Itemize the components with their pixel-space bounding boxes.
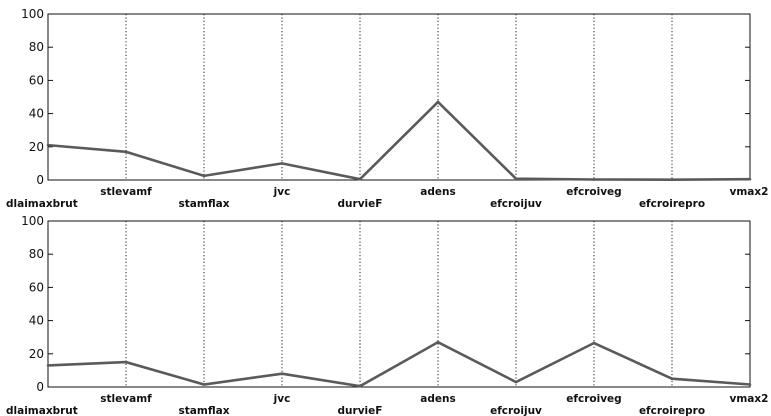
data-point-jvc bbox=[280, 162, 284, 165]
data-point-stlevamf bbox=[124, 360, 128, 364]
x-tick-label-efcroiveg: efcroiveg bbox=[566, 393, 621, 405]
data-point-efcroiveg bbox=[592, 341, 596, 345]
data-point-efcroijuv bbox=[514, 380, 518, 384]
x-tick-label-efcroijuv: efcroijuv bbox=[490, 405, 542, 416]
x-tick-label-jvc: jvc bbox=[273, 186, 291, 198]
chart-1: 0 20 40 60 80 100 dlaimaxbrut stlevamf stamflax j… bbox=[6, 7, 768, 210]
x-tick-label-efcroiveg: efcroiveg bbox=[566, 186, 621, 198]
x-tick-label-durvieF: durvieF bbox=[338, 198, 383, 210]
y-tick-label: 40 bbox=[29, 314, 44, 328]
x-tick-label-stamflax: stamflax bbox=[179, 405, 230, 416]
x-tick-label-efcroirepro: efcroirepro bbox=[639, 405, 705, 416]
data-point-dlaimaxbrut bbox=[46, 143, 50, 147]
y-tick-label: 20 bbox=[29, 347, 44, 361]
y-tick-label: 40 bbox=[29, 107, 44, 121]
data-point-adens bbox=[436, 100, 440, 104]
data-point-dlaimaxbrut bbox=[46, 364, 50, 367]
data-point-efcroirepro bbox=[670, 377, 674, 381]
data-point-durvieF bbox=[358, 177, 362, 181]
x-tick-label-vmax2: vmax2 bbox=[730, 186, 769, 198]
series-line bbox=[47, 340, 751, 388]
data-point-adens bbox=[436, 340, 440, 344]
plot-frame bbox=[47, 220, 751, 388]
y-tick-label: 0 bbox=[36, 380, 44, 394]
x-tick-label-adens: adens bbox=[420, 393, 455, 405]
x-tick-label-durvieF: durvieF bbox=[338, 405, 383, 416]
x-tick-label-dlaimaxbrut: dlaimaxbrut bbox=[6, 405, 78, 416]
y-tick-label: 60 bbox=[29, 73, 44, 87]
x-tick-label-dlaimaxbrut: dlaimaxbrut bbox=[6, 198, 78, 210]
y-tick-label: 100 bbox=[21, 7, 44, 21]
data-point-efcroirepro bbox=[670, 178, 674, 181]
y-tick-label: 100 bbox=[21, 214, 44, 228]
data-point-efcroijuv bbox=[514, 177, 518, 180]
y-tick-label: 80 bbox=[29, 40, 44, 54]
x-tick-label-vmax2: vmax2 bbox=[730, 393, 769, 405]
data-point-vmax2 bbox=[748, 383, 752, 386]
y-tick-label: 60 bbox=[29, 280, 44, 294]
series-line bbox=[47, 100, 751, 181]
data-point-stlevamf bbox=[124, 150, 128, 154]
x-tick-label-jvc: jvc bbox=[273, 393, 291, 405]
x-tick-label-efcroirepro: efcroirepro bbox=[639, 198, 705, 210]
chart-2: 0 20 40 60 80 100 dlaimaxbrut stlevamf stamflax j… bbox=[6, 214, 768, 416]
data-point-efcroiveg bbox=[592, 178, 596, 181]
data-point-stamflax bbox=[202, 174, 206, 178]
data-point-stamflax bbox=[202, 383, 206, 386]
data-point-vmax2 bbox=[748, 177, 752, 181]
plot-frame bbox=[47, 13, 751, 181]
x-tick-label-stlevamf: stlevamf bbox=[100, 186, 152, 198]
x-tick-label-efcroijuv: efcroijuv bbox=[490, 198, 542, 210]
y-tick-label: 80 bbox=[29, 247, 44, 261]
y-tick-label: 20 bbox=[29, 140, 44, 154]
data-point-durvieF bbox=[358, 384, 362, 388]
y-tick-label: 0 bbox=[36, 173, 44, 187]
x-tick-label-adens: adens bbox=[420, 186, 455, 198]
x-tick-label-stlevamf: stlevamf bbox=[100, 393, 152, 405]
data-point-jvc bbox=[280, 372, 284, 376]
x-tick-label-stamflax: stamflax bbox=[179, 198, 230, 210]
